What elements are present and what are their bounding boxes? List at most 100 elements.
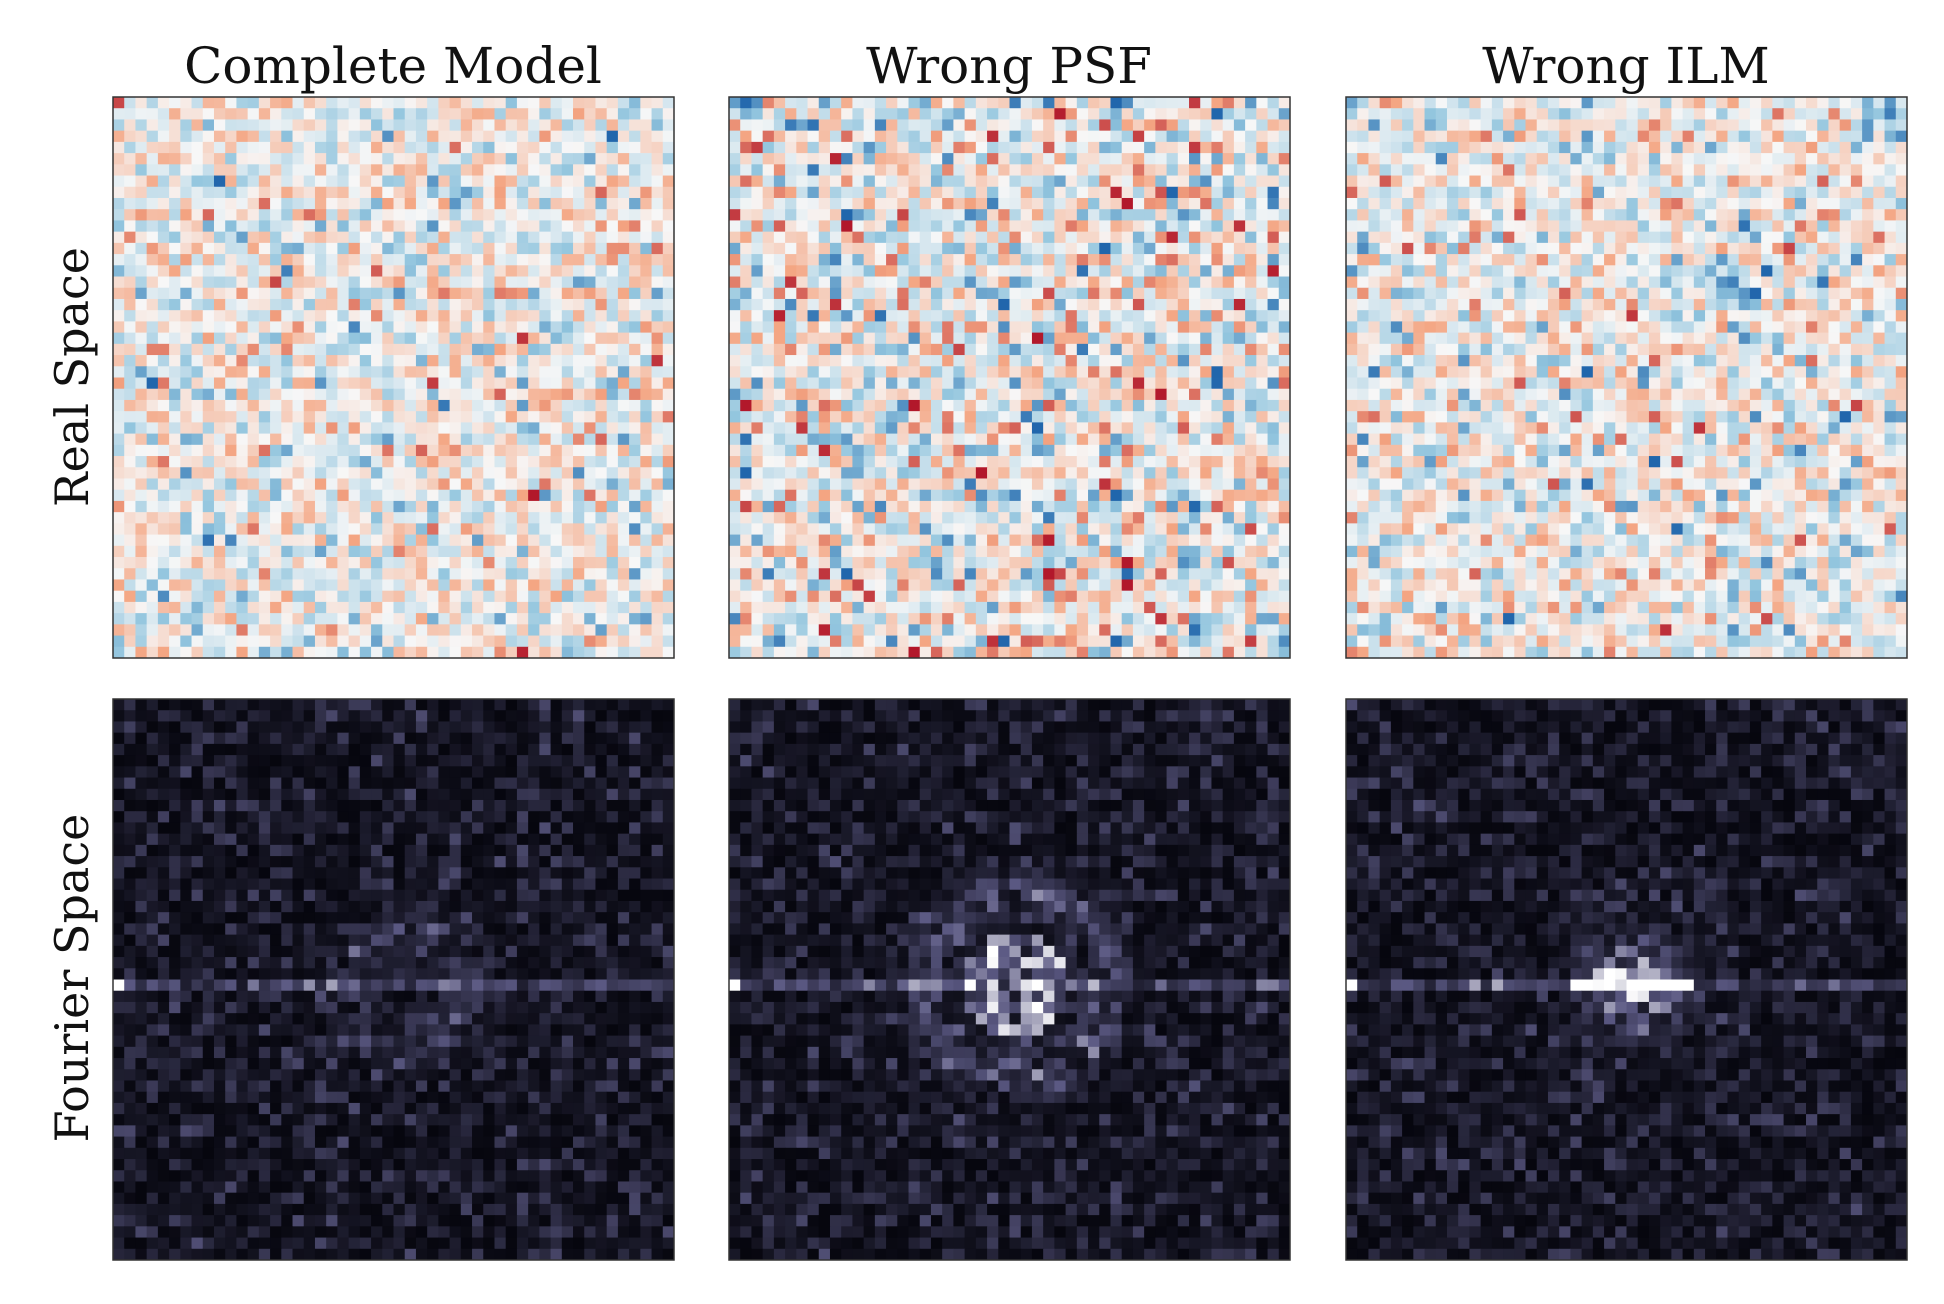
- pixel: [303, 242, 316, 255]
- pixel: [573, 332, 585, 345]
- pixel: [561, 321, 574, 334]
- pixel: [191, 467, 204, 479]
- pixel: [1278, 523, 1291, 536]
- pixel: [382, 523, 394, 536]
- pixel: [371, 209, 383, 221]
- pixel: [292, 343, 305, 356]
- pixel: [796, 220, 809, 233]
- pixel: [314, 646, 327, 659]
- pixel: [505, 209, 518, 221]
- pixel: [807, 366, 820, 378]
- pixel: [460, 624, 473, 637]
- pixel: [751, 332, 764, 345]
- pixel: [157, 298, 170, 311]
- pixel: [460, 456, 473, 468]
- pixel: [942, 500, 954, 513]
- pixel: [528, 377, 540, 390]
- pixel: [975, 265, 988, 278]
- pixel: [1144, 119, 1156, 132]
- pixel: [863, 220, 876, 233]
- pixel: [1031, 411, 1044, 423]
- pixel: [472, 500, 484, 513]
- pixel: [1245, 557, 1257, 569]
- pixel: [1256, 298, 1269, 311]
- pixel: [303, 500, 316, 513]
- pixel: [886, 254, 898, 266]
- pixel: [807, 377, 820, 390]
- pixel: [1177, 130, 1190, 143]
- pixel: [348, 265, 361, 278]
- pixel: [818, 310, 831, 322]
- pixel: [1211, 343, 1224, 356]
- pixel: [975, 467, 988, 479]
- pixel: [1233, 231, 1246, 244]
- pixel: [427, 590, 439, 603]
- pixel: [460, 164, 473, 177]
- pixel: [629, 287, 641, 300]
- pixel: [516, 287, 529, 300]
- pixel: [651, 523, 664, 536]
- pixel: [393, 220, 406, 233]
- pixel: [1211, 209, 1224, 221]
- pixel: [180, 456, 193, 468]
- pixel: [908, 467, 921, 479]
- pixel: [124, 568, 136, 580]
- pixel: [371, 97, 383, 109]
- pixel: [1065, 456, 1078, 468]
- pixel: [751, 433, 764, 446]
- pixel: [807, 119, 820, 132]
- pixel: [807, 557, 820, 569]
- pixel: [539, 321, 552, 334]
- pixel: [1200, 500, 1212, 513]
- pixel: [1132, 489, 1145, 502]
- pixel: [247, 153, 260, 165]
- pixel: [113, 355, 125, 367]
- pixel: [998, 186, 1010, 199]
- pixel: [987, 500, 999, 513]
- pixel: [930, 646, 943, 659]
- pixel: [987, 265, 999, 278]
- pixel: [930, 388, 943, 401]
- pixel: [1245, 545, 1257, 558]
- pixel: [751, 444, 764, 457]
- pixel: [169, 220, 181, 233]
- pixel: [438, 209, 451, 221]
- pixel: [1233, 456, 1246, 468]
- pixel: [550, 568, 563, 580]
- pixel: [1189, 298, 1201, 311]
- pixel: [1043, 388, 1055, 401]
- pixel: [1020, 276, 1033, 289]
- pixel: [516, 568, 529, 580]
- pixel: [998, 366, 1010, 378]
- pixel: [595, 186, 608, 199]
- pixel: [886, 646, 898, 659]
- pixel: [359, 624, 372, 637]
- pixel: [729, 108, 741, 120]
- pixel: [852, 579, 865, 592]
- pixel: [785, 590, 797, 603]
- pixel: [640, 231, 653, 244]
- pixel: [617, 613, 630, 625]
- pixel: [818, 153, 831, 165]
- pixel: [987, 399, 999, 412]
- pixel: [359, 321, 372, 334]
- pixel: [494, 456, 507, 468]
- pixel: [773, 422, 786, 435]
- pixel: [886, 97, 898, 109]
- pixel: [1099, 456, 1111, 468]
- pixel: [494, 141, 507, 154]
- pixel: [169, 298, 181, 311]
- pixel: [494, 624, 507, 637]
- pixel: [404, 242, 417, 255]
- pixel: [651, 411, 664, 423]
- pixel: [729, 557, 741, 569]
- pixel: [852, 164, 865, 177]
- pixel: [953, 130, 966, 143]
- pixel: [953, 287, 966, 300]
- pixel: [191, 175, 204, 188]
- pixel: [975, 186, 988, 199]
- pixel: [337, 399, 350, 412]
- pixel: [886, 310, 898, 322]
- pixel: [796, 343, 809, 356]
- pixel: [852, 119, 865, 132]
